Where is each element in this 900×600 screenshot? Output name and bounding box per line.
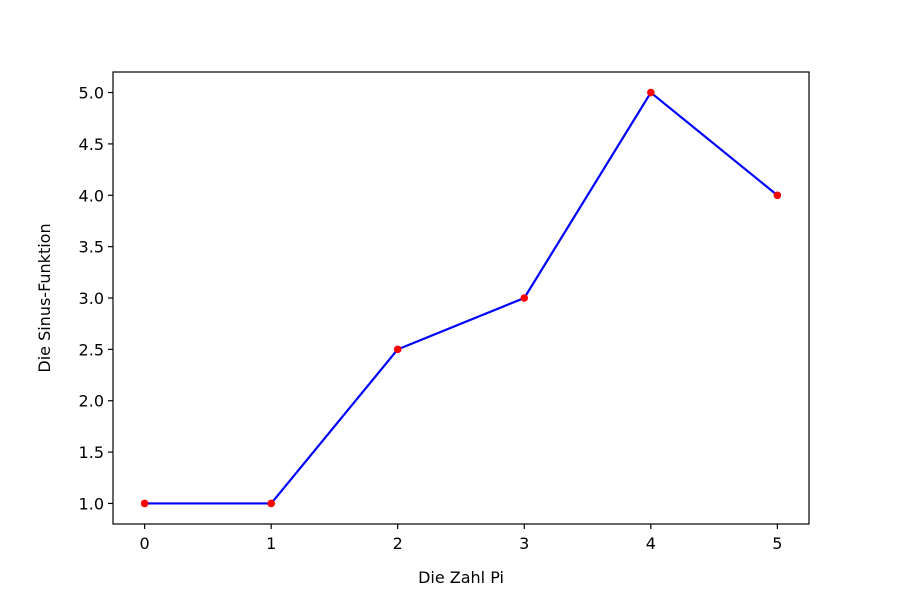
x-tick-label: 1 (266, 534, 276, 553)
data-point (647, 88, 655, 97)
y-axis-ticks: 1.0 1.5 2.0 2.5 3.0 3.5 4.0 4.5 5.0 (79, 84, 113, 513)
y-tick-label: 1.5 (79, 443, 104, 462)
y-tick-label: 5.0 (79, 84, 104, 103)
y-tick-label: 4.0 (79, 186, 104, 205)
data-point (393, 345, 402, 354)
y-tick-label: 1.0 (79, 494, 104, 513)
x-tick-label: 2 (393, 534, 403, 553)
y-tick-label: 2.5 (79, 340, 104, 359)
data-point (267, 499, 275, 508)
x-tick-label: 4 (646, 534, 656, 553)
x-tick-label: 5 (772, 534, 782, 553)
y-tick-label: 3.0 (79, 289, 104, 308)
y-tick-label: 3.5 (79, 238, 104, 257)
series-layer (140, 88, 782, 508)
y-axis-label: Die Sinus-Funktion (35, 223, 54, 372)
data-point (140, 499, 149, 508)
data-point (520, 294, 529, 302)
y-tick-label: 2.0 (79, 392, 104, 411)
x-tick-label: 3 (519, 534, 529, 553)
x-axis-ticks: 0 1 2 3 4 5 (140, 524, 782, 553)
y-tick-label: 4.5 (79, 135, 104, 154)
x-axis-label: Die Zahl Pi (418, 568, 504, 587)
data-point (773, 191, 782, 200)
series-line (144, 91, 779, 505)
x-tick-label: 0 (140, 534, 150, 553)
